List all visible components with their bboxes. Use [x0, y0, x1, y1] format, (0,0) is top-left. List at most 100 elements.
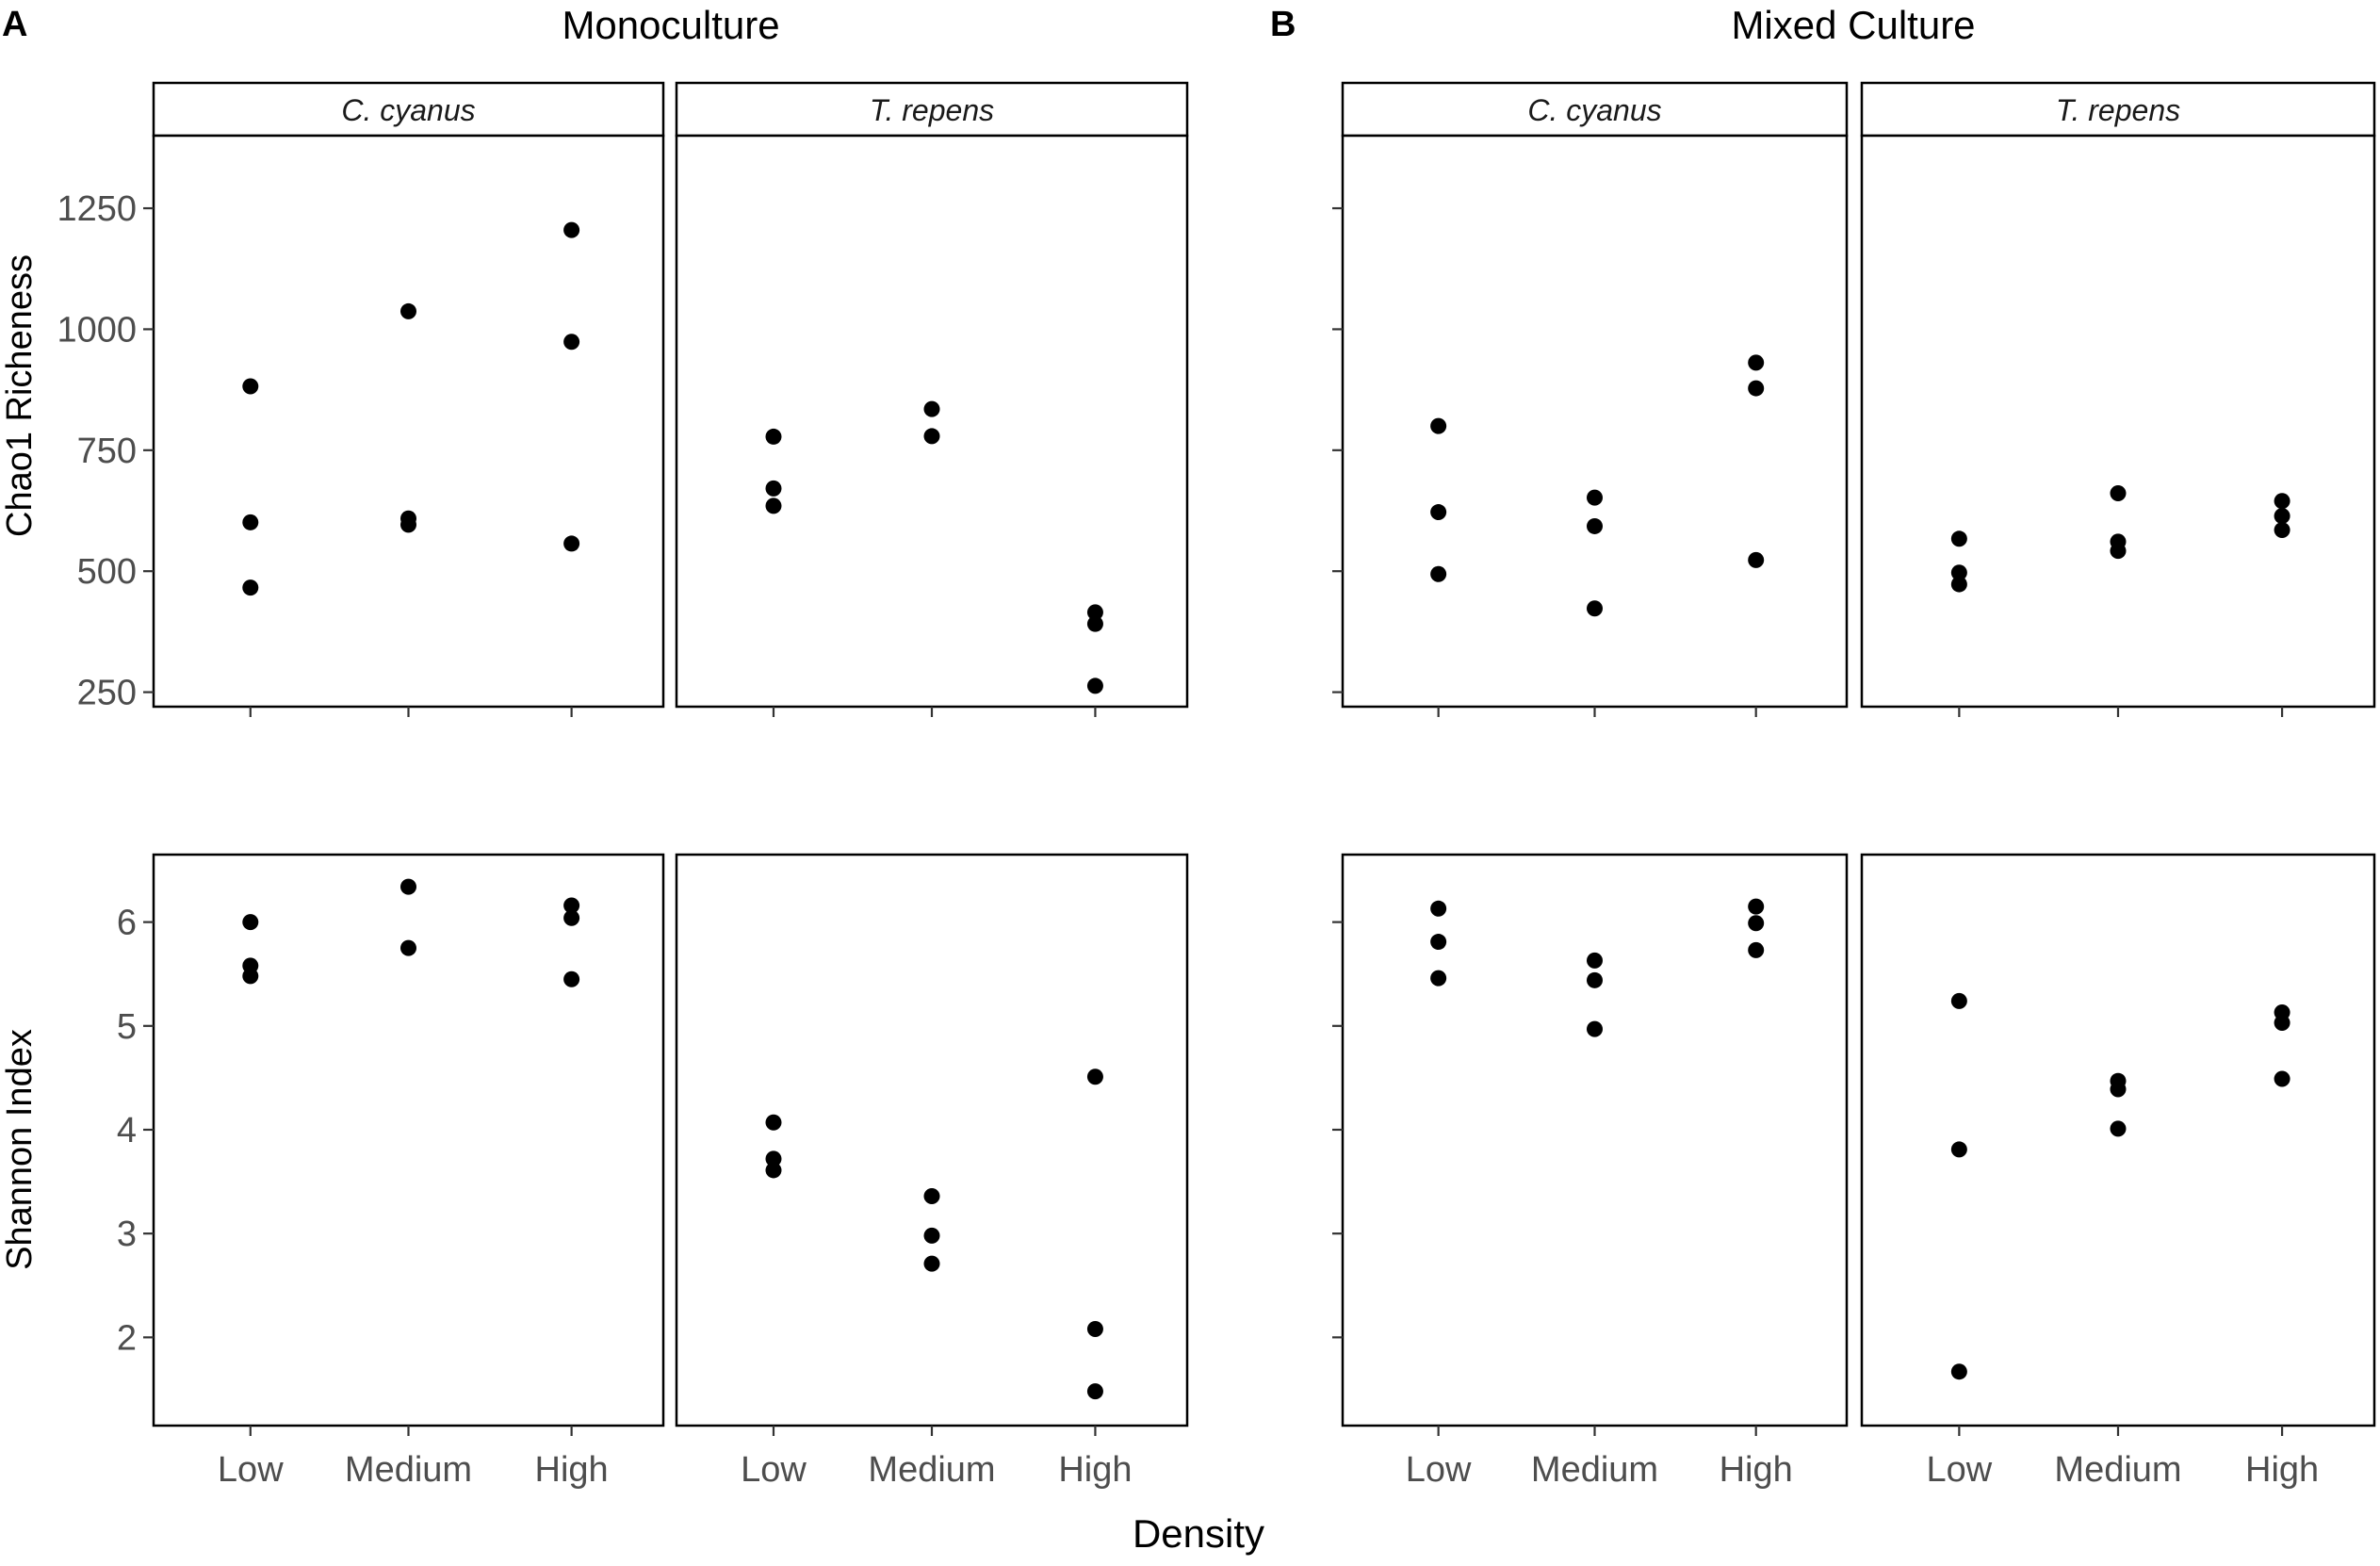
data-point-high [563, 909, 580, 926]
panel-border [152, 134, 665, 709]
panel-border [1860, 853, 2376, 1427]
x-tick-label-high: High [535, 1450, 609, 1490]
y-axis-label-shannon: Shannon Index [0, 1029, 40, 1270]
y-tick-label: 4 [117, 1111, 137, 1150]
data-point-low [765, 1162, 782, 1179]
data-point-high [2274, 508, 2290, 525]
data-point-high [563, 897, 580, 914]
data-point-medium [1587, 952, 1603, 969]
data-point-low [765, 1114, 782, 1131]
facet-strip [1860, 81, 2376, 138]
panel-a-t-repens-chao1-richeness: T. repens [675, 81, 1189, 717]
data-point-medium [400, 878, 416, 895]
y-tick-label: 6 [117, 904, 137, 943]
data-point-low [1430, 565, 1447, 582]
facet-strip-label: C. cyanus [1527, 93, 1661, 127]
data-point-low [1430, 900, 1447, 917]
facet-strip-label: T. repens [2056, 93, 2180, 127]
data-point-high [2274, 522, 2290, 539]
panel-b-t-repens-shannon-index: Low Medium High [1860, 853, 2376, 1490]
panel-b-c-cyanus-shannon-index: Low Medium High [1332, 853, 1849, 1490]
data-point-low [765, 1150, 782, 1167]
panel-border [1341, 853, 1849, 1427]
facet-strip-label: C. cyanus [341, 93, 475, 127]
y-tick-label: 500 [77, 552, 137, 592]
data-point-low [1430, 970, 1447, 987]
data-point-medium [923, 1187, 940, 1204]
panel-b-c-cyanus-chao1-richeness: C. cyanus [1332, 81, 1849, 717]
y-tick-label: 1250 [57, 189, 137, 229]
y-tick-label: 250 [77, 674, 137, 713]
data-point-high [563, 535, 580, 552]
data-point-high [1086, 677, 1103, 694]
panel-border [675, 134, 1189, 709]
data-point-medium [2110, 543, 2127, 560]
data-point-high [563, 221, 580, 238]
data-point-high [1748, 941, 1765, 958]
facet-strip-label: T. repens [870, 93, 994, 127]
data-point-low [242, 968, 259, 985]
y-tick-label: 1000 [57, 310, 137, 350]
panel-a-t-repens-shannon-index: Low Medium High [675, 853, 1189, 1490]
part-label-a: A [2, 5, 27, 44]
data-point-medium [923, 1255, 940, 1272]
x-tick-label-medium: Medium [1531, 1450, 1658, 1490]
data-point-low [242, 514, 259, 530]
data-point-high [2274, 1070, 2290, 1087]
data-point-high [1086, 604, 1103, 621]
part-title-monoculture: Monoculture [562, 3, 779, 47]
x-tick-label-low: Low [1927, 1450, 1993, 1490]
data-point-low [242, 378, 259, 395]
x-axis-label: Density [1133, 1511, 1264, 1556]
data-point-low [765, 480, 782, 497]
data-point-high [1748, 915, 1765, 932]
panel-b-t-repens-chao1-richeness: T. repens [1860, 81, 2376, 717]
panel-border [1860, 134, 2376, 709]
data-point-medium [2110, 1120, 2127, 1137]
data-point-medium [400, 516, 416, 533]
data-point-high [1748, 898, 1765, 915]
data-point-low [1950, 1363, 1967, 1380]
panel-border [1341, 134, 1849, 709]
data-point-medium [1587, 600, 1603, 617]
data-point-medium [1587, 1020, 1603, 1037]
x-tick-label-low: Low [218, 1450, 284, 1490]
data-point-low [242, 579, 259, 596]
x-tick-label-high: High [1058, 1450, 1132, 1490]
data-point-high [1086, 1383, 1103, 1400]
data-point-low [242, 914, 259, 931]
data-point-low [1950, 564, 1967, 581]
data-point-medium [400, 302, 416, 319]
data-point-low [1950, 992, 1967, 1009]
data-point-low [1430, 417, 1447, 434]
data-point-medium [400, 939, 416, 956]
data-point-medium [923, 400, 940, 417]
data-point-high [563, 971, 580, 987]
data-point-low [765, 428, 782, 445]
y-tick-label: 2 [117, 1318, 137, 1358]
data-point-high [1748, 551, 1765, 568]
x-tick-label-medium: Medium [868, 1450, 995, 1490]
data-point-high [1748, 380, 1765, 397]
data-point-medium [923, 1227, 940, 1244]
data-point-low [1950, 576, 1967, 593]
data-point-low [765, 498, 782, 514]
panel-a-c-cyanus-chao1-richeness: C. cyanus 250 500 750 1000 1250 [57, 81, 665, 717]
data-point-low [1430, 504, 1447, 521]
x-tick-label-low: Low [741, 1450, 807, 1490]
part-title-mixed-culture: Mixed Culture [1731, 3, 1975, 47]
y-axis-label-chao1: Chao1 Richeness [0, 254, 40, 537]
x-tick-label-medium: Medium [2054, 1450, 2181, 1490]
x-tick-label-low: Low [1406, 1450, 1472, 1490]
data-point-low [1950, 530, 1967, 547]
data-point-high [1086, 1068, 1103, 1085]
y-tick-label: 750 [77, 432, 137, 471]
panel-grid: C. cyanus 250 500 750 1000 1250 T. repens C. cy… [57, 81, 2376, 1490]
facet-strip [1341, 81, 1849, 138]
data-point-low [1950, 1141, 1967, 1158]
panel-a-c-cyanus-shannon-index: 2 3 4 5 6 Low Medium High [117, 853, 665, 1490]
data-point-low [1430, 934, 1447, 951]
data-point-high [1086, 1321, 1103, 1338]
data-point-high [1748, 354, 1765, 371]
